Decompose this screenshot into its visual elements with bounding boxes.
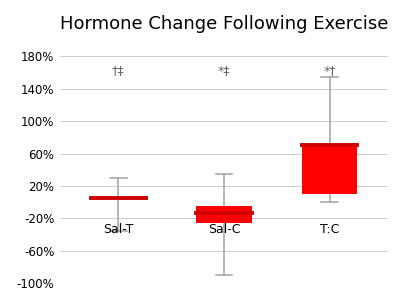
Text: *†: *† — [324, 63, 336, 77]
Bar — [302, 145, 357, 194]
Title: Hormone Change Following Exercise: Hormone Change Following Exercise — [60, 15, 388, 33]
Text: †‡: †‡ — [112, 63, 124, 77]
Text: Sal-T: Sal-T — [103, 223, 133, 236]
Text: T:C: T:C — [320, 223, 340, 236]
Text: *‡: *‡ — [218, 63, 230, 77]
Text: Sal-C: Sal-C — [208, 223, 240, 236]
Bar — [196, 206, 252, 222]
